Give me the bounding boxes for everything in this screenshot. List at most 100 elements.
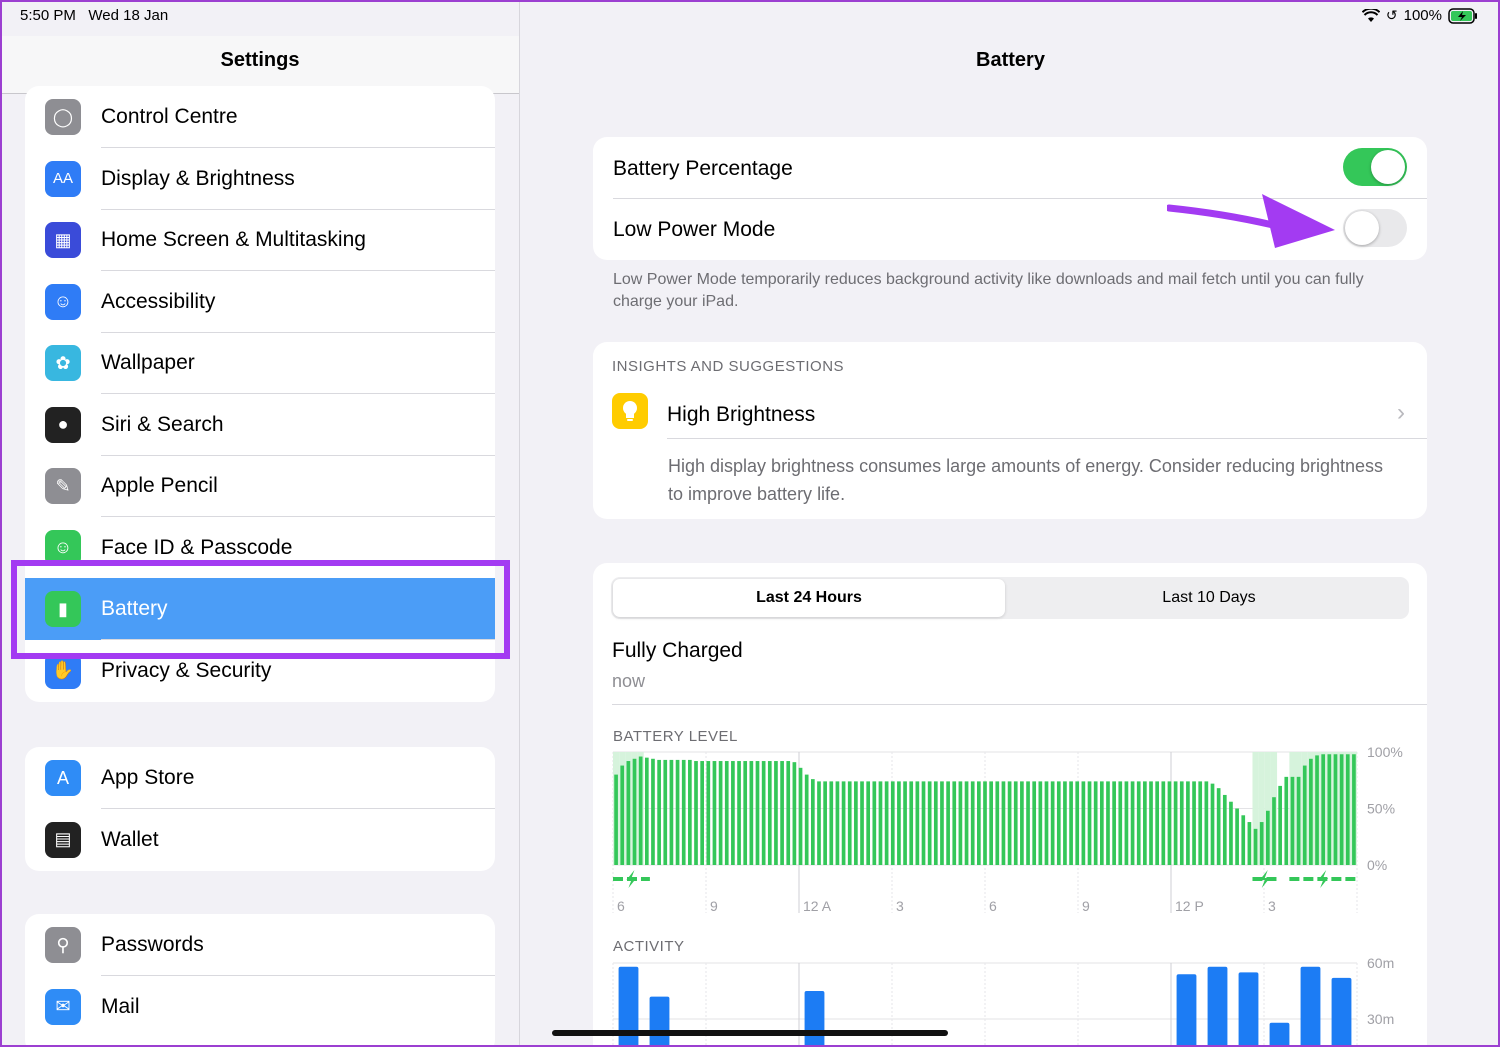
battery-level-bar [817, 781, 821, 865]
battery-level-bar [1327, 754, 1332, 865]
row-divider [101, 639, 495, 640]
battery-level-bar [786, 761, 791, 865]
row-divider [101, 516, 495, 517]
sidebar-item-display-brightness[interactable]: AA Display & Brightness [25, 148, 495, 210]
battery-level-bar [1216, 788, 1221, 865]
home-indicator[interactable] [552, 1030, 948, 1036]
battery-percentage-label: Battery Percentage [613, 157, 793, 180]
battery-level-bar [878, 781, 883, 865]
battery-level-bar [909, 781, 914, 865]
sidebar-item-wallpaper[interactable]: ✿ Wallpaper [25, 332, 495, 394]
battery-level-bar [983, 781, 987, 865]
battery-level-header: BATTERY LEVEL [613, 728, 738, 745]
battery-level-bar [946, 781, 950, 865]
insights-card: INSIGHTS AND SUGGESTIONS High Brightness… [593, 342, 1427, 519]
sidebar-item-control-centre[interactable]: ◯ Control Centre [25, 86, 495, 148]
battery-highlight-box [11, 560, 510, 659]
sidebar-item-siri-search[interactable]: ● Siri & Search [25, 394, 495, 456]
battery-level-bar [798, 767, 803, 865]
battery-percent-status: 100% [1403, 7, 1442, 24]
battery-level-bar [700, 761, 705, 865]
toggle-knob [1345, 211, 1379, 245]
settings-group-2: A App Store ▤ Wallet [25, 747, 495, 871]
sidebar-item-label: Battery [101, 597, 168, 620]
battery-level-bar [1186, 781, 1190, 865]
battery-level-bar [1026, 781, 1030, 865]
sidebar-item-passwords[interactable]: ⚲ Passwords [25, 914, 495, 976]
face-id-icon: ☺ [45, 529, 81, 566]
sidebar-item-wallet[interactable]: ▤ Wallet [25, 809, 495, 871]
grid-icon: ▦ [45, 222, 81, 258]
charging-bolt-icon [626, 870, 637, 888]
sidebar-item-label: Wallet [101, 827, 159, 851]
charge-status-time: now [612, 671, 646, 691]
battery-level-bar [620, 765, 625, 865]
battery-level-bar [1069, 781, 1073, 865]
battery-level-bar [663, 759, 668, 865]
battery-level-bar [737, 761, 741, 865]
battery-level-bar [1038, 781, 1043, 865]
battery-level-chart: 100% 50% 0% 6 9 12 A 3 6 9 12 P 3 [612, 744, 1403, 913]
sidebar-item-mail[interactable]: ✉ Mail [25, 976, 495, 1038]
sidebar-item-battery[interactable]: ▮ Battery [25, 578, 495, 640]
battery-level-bar [915, 781, 920, 865]
row-divider [101, 454, 495, 456]
sidebar-item-app-store[interactable]: A App Store [25, 747, 495, 809]
battery-detail-pane: ↺ 100% Battery Battery Percentage Low Po… [521, 0, 1500, 1047]
tab-last-10-days[interactable]: Last 10 Days [1162, 589, 1256, 606]
battery-level-bar [1352, 754, 1356, 865]
settings-group-3: ⚲ Passwords ✉ Mail [25, 914, 495, 1047]
sidebar-item-accessibility[interactable]: ☺ Accessibility [25, 271, 495, 333]
y-tick-label: 30m [1367, 1011, 1394, 1027]
battery-level-bar [977, 781, 981, 865]
battery-level-bar [835, 781, 840, 865]
battery-level-bar [1075, 781, 1080, 865]
activity-bar [1238, 972, 1259, 1047]
battery-level-bar [1222, 794, 1227, 865]
battery-level-bar [964, 781, 969, 865]
battery-level-bar [755, 761, 760, 865]
chevron-right-icon[interactable]: › [1397, 399, 1405, 426]
battery-level-bar [921, 781, 926, 865]
sidebar-item-home-screen-multitasking[interactable]: ▦ Home Screen & Multitasking [25, 209, 495, 271]
siri-icon: ● [45, 406, 81, 443]
toggle-knob [1371, 150, 1405, 184]
y-tick-label: 60m [1367, 955, 1394, 971]
wifi-icon [1361, 8, 1380, 22]
battery-level-bar [767, 761, 772, 865]
sidebar-item-label: Mail [101, 994, 140, 1018]
battery-level-bar [1143, 781, 1147, 865]
battery-level-bar [626, 761, 631, 865]
battery-level-bar [1210, 783, 1215, 865]
sidebar-item-label: App Store [101, 766, 195, 789]
page-title: Battery [976, 49, 1045, 71]
battery-percentage-toggle[interactable] [1343, 148, 1407, 186]
battery-level-bar [1192, 781, 1196, 865]
battery-level-bar [712, 761, 717, 865]
battery-level-bar [1259, 822, 1264, 865]
activity-bar [1269, 1022, 1290, 1047]
activity-bar [1331, 977, 1352, 1047]
battery-level-bar [657, 759, 661, 865]
battery-level-bar [1099, 781, 1104, 865]
status-time: 5:50 PM Wed 18 Jan [20, 7, 169, 24]
battery-level-bar [860, 781, 864, 865]
settings-sidebar: 5:50 PM Wed 18 Jan Settings ◯ Control Cen… [0, 0, 520, 1047]
charging-region [1252, 752, 1259, 865]
battery-level-bar [952, 781, 957, 865]
battery-level-bar [890, 781, 895, 865]
sidebar-item-label: Siri & Search [101, 412, 224, 436]
row-divider [101, 331, 495, 333]
low-power-mode-toggle[interactable] [1343, 209, 1407, 247]
battery-level-bar [1321, 754, 1326, 865]
battery-level-bar [706, 761, 711, 865]
row-divider [101, 975, 495, 976]
insight-title[interactable]: High Brightness [667, 403, 816, 426]
battery-level-bar [792, 762, 797, 865]
battery-level-bar [958, 781, 963, 865]
battery-level-bar [903, 781, 907, 865]
battery-level-bar [1309, 758, 1313, 865]
sidebar-item-apple-pencil[interactable]: ✎ Apple Pencil [25, 455, 495, 517]
tab-last-24-hours[interactable]: Last 24 Hours [613, 579, 1005, 617]
battery-level-bar [1265, 810, 1270, 865]
